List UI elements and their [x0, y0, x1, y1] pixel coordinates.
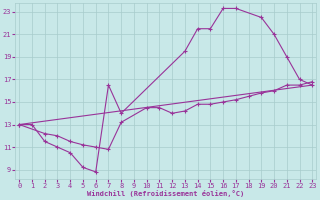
X-axis label: Windchill (Refroidissement éolien,°C): Windchill (Refroidissement éolien,°C) — [87, 190, 244, 197]
